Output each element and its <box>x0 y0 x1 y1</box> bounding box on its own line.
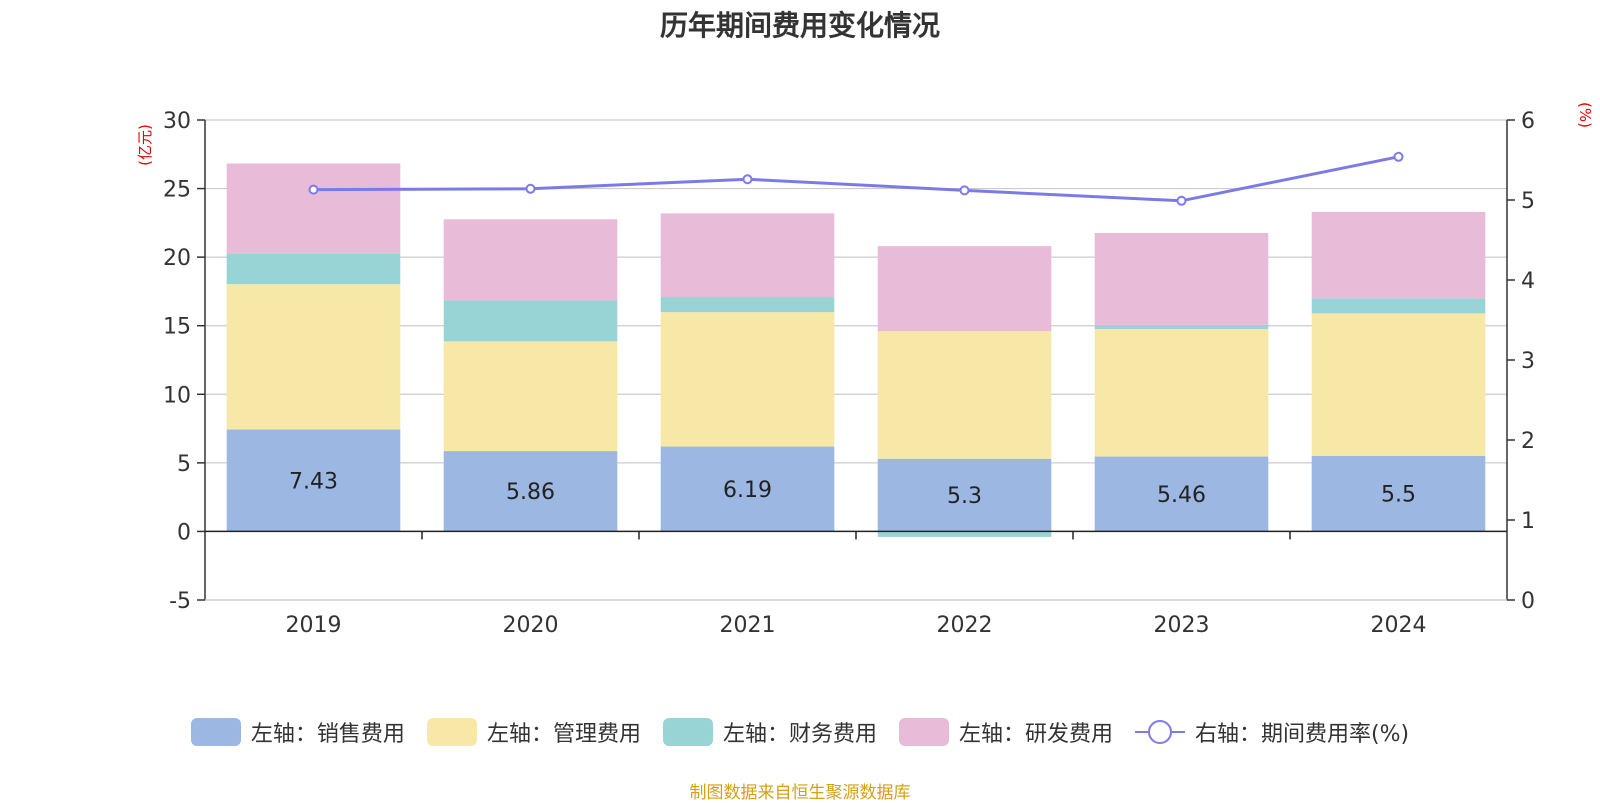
x-tick-label: 2019 <box>286 613 342 638</box>
right-axis-unit: (%) <box>1576 102 1594 128</box>
x-tick-label: 2022 <box>937 613 993 638</box>
rate-point <box>959 185 970 196</box>
legend-item[interactable]: 左轴：销售费用 <box>190 716 405 748</box>
right-tick-label: 1 <box>1521 509 1535 534</box>
bar-segment <box>443 451 618 532</box>
bar-segment <box>1094 329 1269 457</box>
rate-point <box>308 184 319 195</box>
rate-point <box>1393 151 1404 162</box>
x-tick-label: 2021 <box>720 613 776 638</box>
left-tick-label: 5 <box>177 452 191 477</box>
bar-segment <box>226 163 401 254</box>
bar-segment <box>1311 211 1486 299</box>
legend-swatch <box>190 718 241 746</box>
bar-segment <box>226 284 401 430</box>
legend-label: 左轴：销售费用 <box>250 722 405 747</box>
right-tick-label: 3 <box>1521 349 1535 374</box>
bar-segment <box>1311 456 1486 532</box>
left-tick-label: 20 <box>163 246 191 271</box>
bar-segment <box>877 331 1052 459</box>
left-tick-label: -5 <box>169 589 191 614</box>
bar-data-label: 6.19 <box>723 478 772 503</box>
legend-label: 左轴：财务费用 <box>722 722 877 747</box>
legend-swatch <box>426 718 477 746</box>
bar-segment <box>877 246 1052 332</box>
bar-segment <box>226 429 401 532</box>
bar-data-label: 5.46 <box>1157 483 1206 508</box>
legend-swatch <box>662 718 713 746</box>
bar-segment <box>1094 456 1269 532</box>
legend: 左轴：销售费用 左轴：管理费用 左轴：财务费用 左轴：研发费用 右轴：期间费用率(%) <box>0 716 1600 748</box>
bar-segment <box>1094 324 1269 330</box>
source-note: 制图数据来自恒生聚源数据库 <box>689 783 911 803</box>
bar-segment <box>877 458 1052 532</box>
left-tick-label: 30 <box>163 109 191 134</box>
legend-item[interactable]: 左轴：财务费用 <box>662 716 877 748</box>
legend-swatch <box>898 718 949 746</box>
left-tick-label: 10 <box>163 383 191 408</box>
bar-segment <box>660 297 835 313</box>
right-tick-label: 0 <box>1521 589 1535 614</box>
bar-segment <box>443 300 618 342</box>
rate-point <box>1176 195 1187 206</box>
right-tick-label: 2 <box>1521 429 1535 454</box>
rate-point <box>525 183 536 194</box>
bar-data-label: 7.43 <box>289 469 338 494</box>
left-axis-unit: (亿元) <box>136 124 154 166</box>
bar-segment <box>660 446 835 532</box>
bar-segment <box>877 531 1052 537</box>
x-tick-label: 2020 <box>503 613 559 638</box>
left-tick-label: 0 <box>177 520 191 545</box>
legend-label: 左轴：研发费用 <box>958 722 1113 747</box>
legend-line-marker <box>1134 718 1185 746</box>
bar-segment <box>1311 298 1486 314</box>
bar-segment <box>1311 313 1486 456</box>
rate-point <box>742 174 753 185</box>
left-tick-label: 15 <box>163 315 191 340</box>
x-tick-label: 2023 <box>1154 613 1210 638</box>
right-tick-label: 6 <box>1521 109 1535 134</box>
bar-segment <box>660 312 835 447</box>
legend-item[interactable]: 左轴：管理费用 <box>426 716 641 748</box>
labels: 7.43 5.86 6.19 5.3 5.46 5.5 <box>289 469 1416 509</box>
bar-segment <box>660 213 835 298</box>
bar-segment <box>443 341 618 452</box>
legend-label: 右轴：期间费用率(%) <box>1194 722 1410 747</box>
bars <box>226 163 1486 537</box>
bar-segment <box>443 219 618 301</box>
rate-line <box>308 151 1404 206</box>
left-tick-label: 25 <box>163 178 191 203</box>
x-tick-label: 2024 <box>1371 613 1427 638</box>
chart-title: 历年期间费用变化情况 <box>659 9 940 42</box>
right-tick-label: 4 <box>1521 269 1535 294</box>
right-tick-label: 5 <box>1521 189 1535 214</box>
bar-data-label: 5.5 <box>1381 483 1416 508</box>
legend-item-rate[interactable]: 右轴：期间费用率(%) <box>1134 716 1410 748</box>
bar-data-label: 5.86 <box>506 480 555 505</box>
bar-segment <box>226 253 401 285</box>
legend-label: 左轴：管理费用 <box>486 722 641 747</box>
rate-line-path <box>313 155 1399 203</box>
legend-item[interactable]: 左轴：研发费用 <box>898 716 1113 748</box>
chart-plot: -5 0 5 10 15 20 25 30 0 1 2 3 4 5 6 2019 2020 2021 2022 202… <box>136 102 1594 638</box>
axes: -5 0 5 10 15 20 25 30 0 1 2 3 4 5 6 2019 2020 2021 2022 202… <box>163 109 1535 638</box>
bar-segment <box>1094 233 1269 325</box>
bar-data-label: 5.3 <box>947 484 982 509</box>
